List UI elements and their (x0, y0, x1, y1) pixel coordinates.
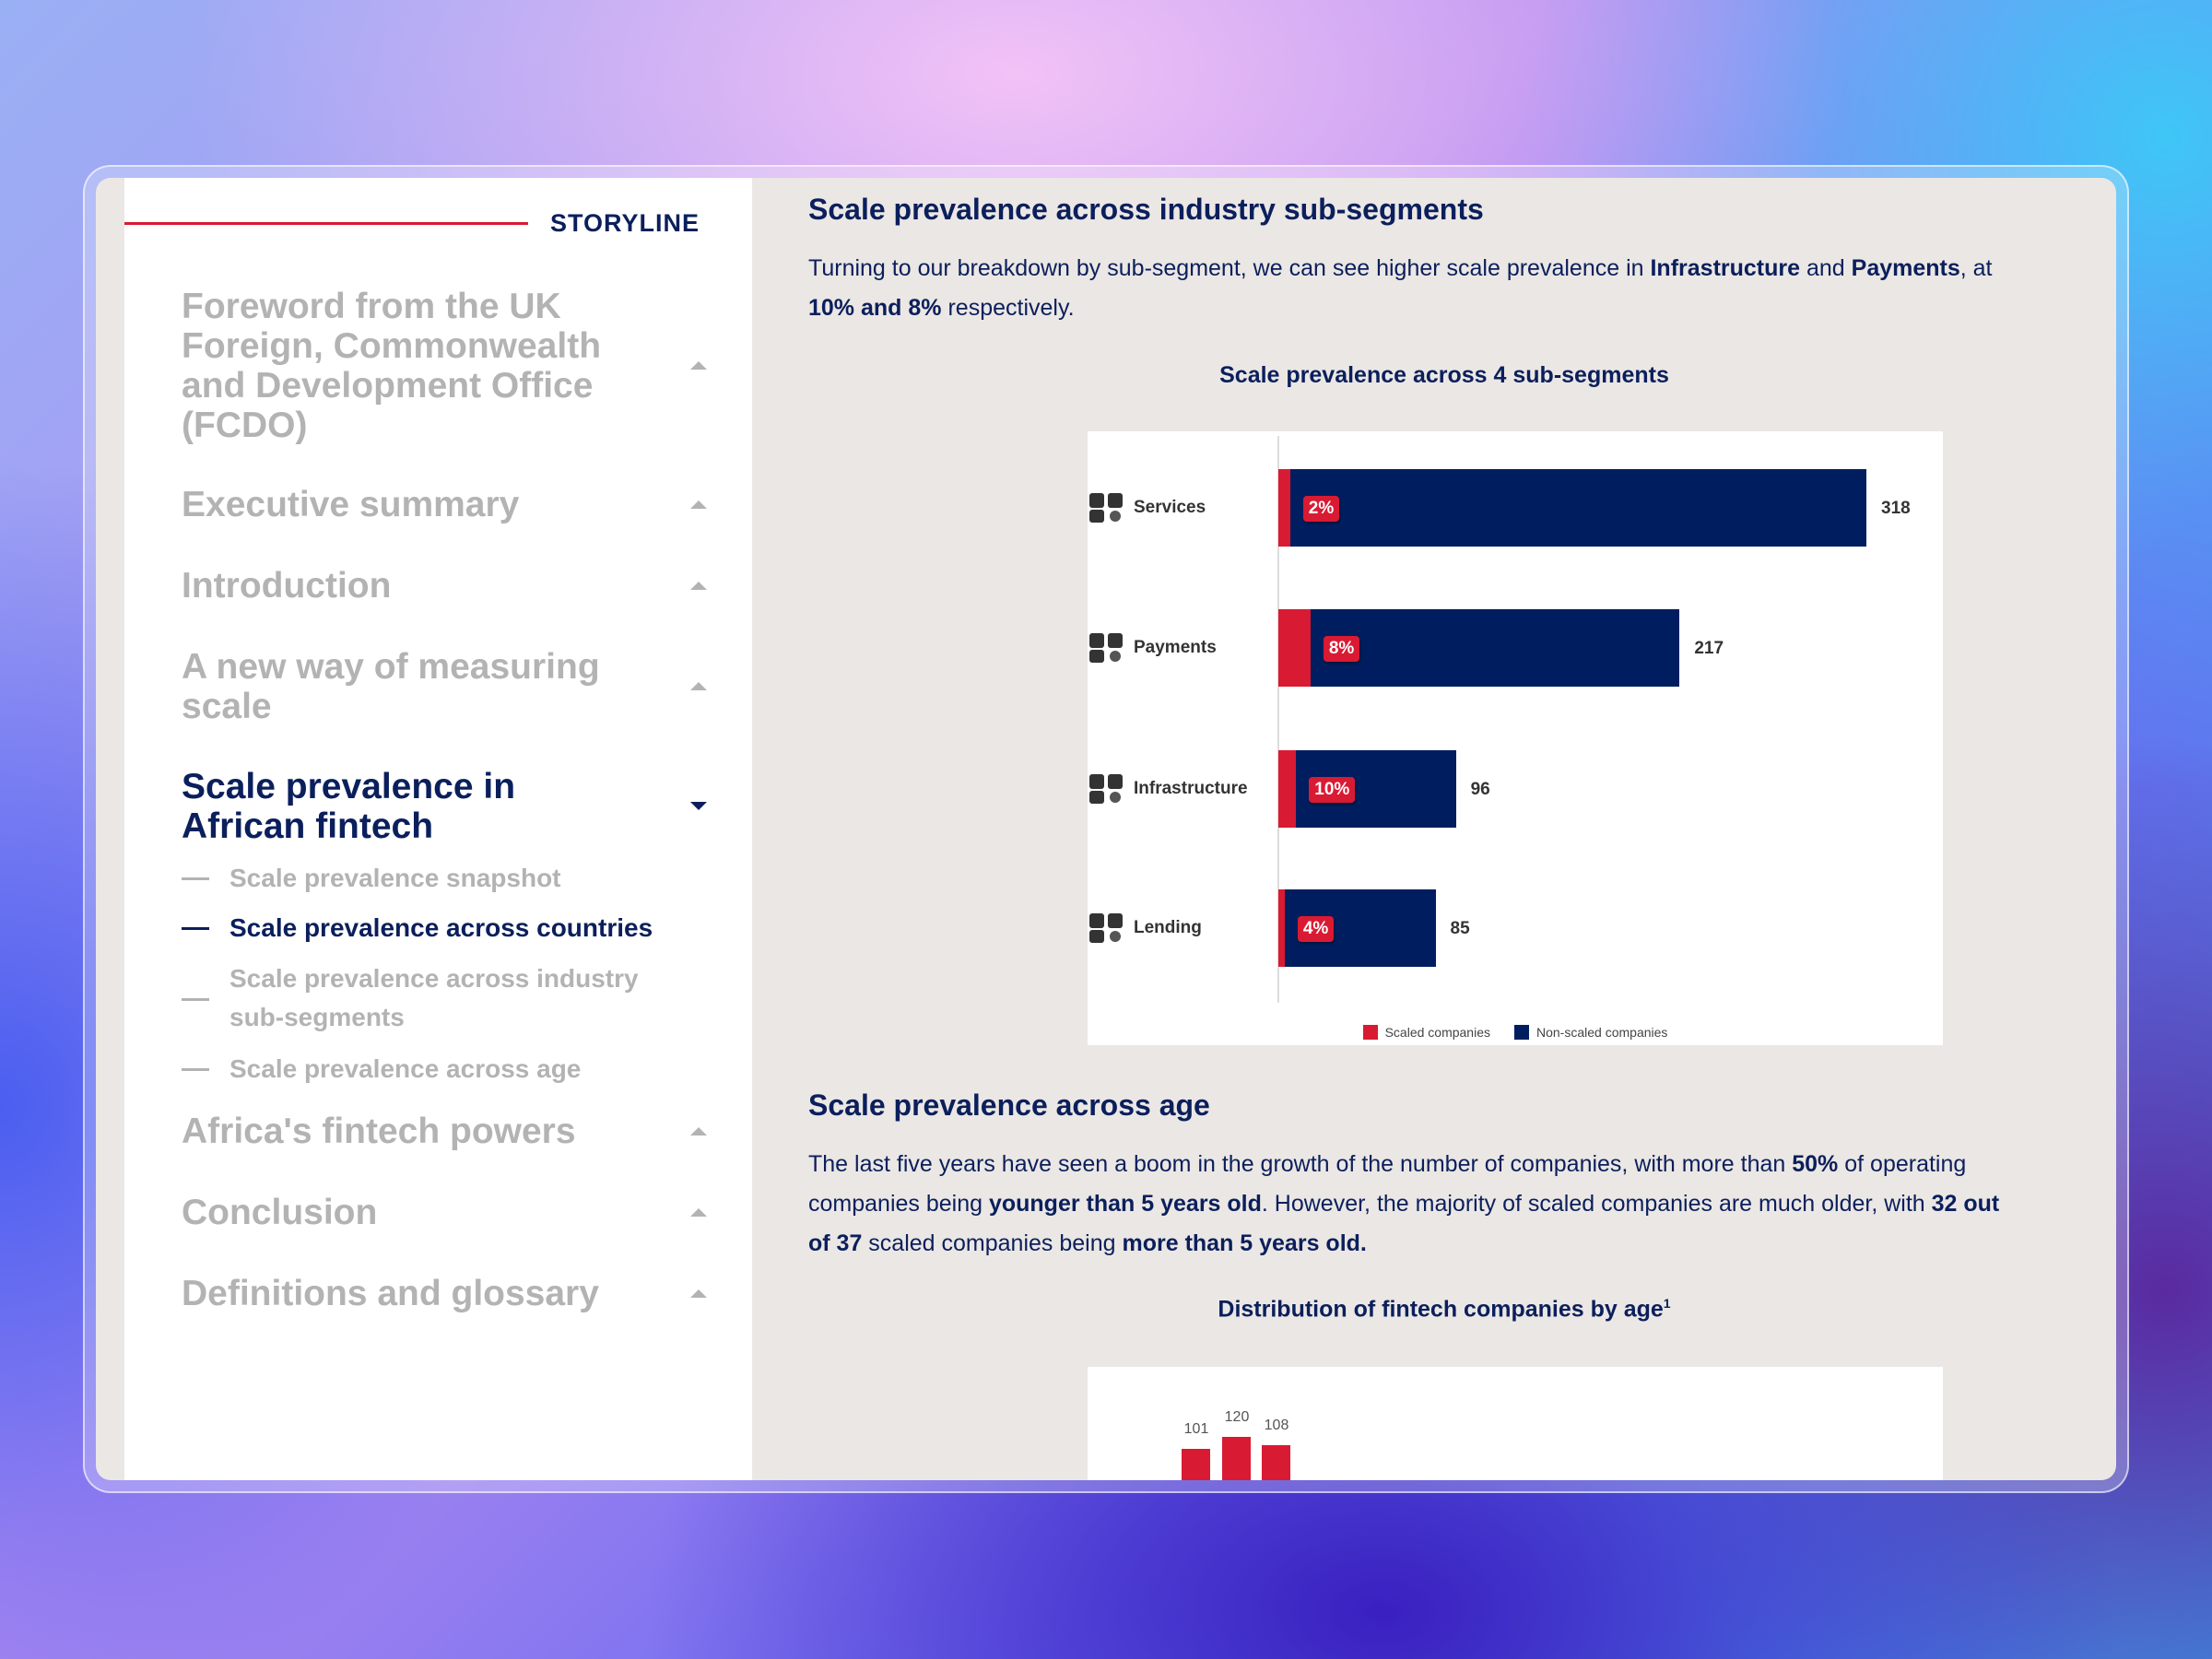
nav-label: Africa's fintech powers (182, 1112, 576, 1151)
chevron-up-icon[interactable] (690, 581, 707, 590)
nav-label: Foreword from the UK Foreign, Commonweal… (182, 287, 602, 445)
storyline-sidebar: STORYLINE Foreword from the UK Foreign, … (124, 178, 752, 1480)
nav-executive-summary[interactable]: Executive summary (182, 485, 707, 524)
text: , at (1959, 255, 1993, 281)
bar-non-scaled (1289, 469, 1866, 547)
pct-label: 4% (1297, 916, 1335, 942)
nav-introduction[interactable]: Introduction (182, 566, 707, 606)
section-paragraph: Turning to our breakdown by sub-segment,… (808, 249, 2025, 328)
subnav-industry-sub-segments[interactable]: Scale prevalence across industry sub-seg… (182, 959, 698, 1037)
section-paragraph: The last five years have seen a boom in … (808, 1145, 2025, 1264)
text: more than 5 years old. (1122, 1230, 1367, 1256)
nav-fintech-powers[interactable]: Africa's fintech powers (182, 1112, 707, 1151)
nav-label: A new way of measuring scale (182, 647, 600, 726)
category-label: Infrastructure (1134, 779, 1248, 798)
chevron-up-icon[interactable] (690, 1288, 707, 1298)
category-label: Payments (1134, 638, 1217, 657)
nav-label: Introduction (182, 566, 392, 606)
pct-label: 8% (1323, 636, 1360, 662)
chevron-up-icon[interactable] (690, 361, 707, 370)
chevron-down-icon[interactable] (690, 802, 707, 810)
bar-scaled (1278, 750, 1297, 828)
text: Infrastructure (1650, 255, 1801, 281)
age-bar (1262, 1444, 1290, 1480)
y-axis (1277, 436, 1279, 1003)
chevron-up-icon[interactable] (690, 1207, 707, 1217)
chart-title-text: Distribution of fintech companies by age (1218, 1296, 1664, 1323)
subnav-label: Scale prevalence across age (229, 1054, 582, 1083)
nav-conclusion[interactable]: Conclusion (182, 1193, 707, 1232)
text: 10% and 8% (808, 295, 942, 321)
text: of operating companies being (808, 1151, 1967, 1217)
text: respectively. (941, 295, 1075, 321)
category-label: Services (1134, 498, 1206, 517)
chart-legend: Scaled companies Non-scaled companies (1088, 1025, 1943, 1040)
nav-measuring-scale[interactable]: A new way of measuring scale (182, 647, 707, 726)
section-heading: Scale prevalence across industry sub-seg… (808, 193, 1484, 226)
category-label: Lending (1134, 918, 1202, 937)
text: 50% (1792, 1151, 1839, 1177)
legend-scaled: Scaled companies (1362, 1025, 1490, 1040)
storyline-header: STORYLINE (124, 209, 724, 238)
nav-label: Conclusion (182, 1193, 378, 1232)
text: scaled companies being (862, 1230, 1123, 1256)
age-distribution-chart: 101 120 108 (1088, 1367, 1943, 1480)
subnav-label: Scale prevalence across countries (229, 913, 653, 942)
total-label: 318 (1881, 499, 1911, 518)
text: . However, the majority of scaled compan… (1261, 1191, 1932, 1217)
dash-icon (182, 1068, 209, 1071)
text: younger than 5 years old (988, 1191, 1262, 1217)
subnav-countries[interactable]: Scale prevalence across countries (182, 909, 653, 947)
age-bar-label: 108 (1264, 1417, 1289, 1433)
nav-label: Definitions and glossary (182, 1274, 599, 1313)
subnav-label: Scale prevalence snapshot (229, 864, 561, 892)
text: and (1800, 255, 1852, 281)
text: Turning to our breakdown by sub-segment,… (808, 255, 1651, 281)
age-bar-label: 101 (1183, 1421, 1209, 1438)
bar-non-scaled (1310, 609, 1680, 687)
subnav-label: Scale prevalence across industry sub-seg… (229, 964, 639, 1031)
bar-scaled (1278, 609, 1311, 687)
section-heading: Scale prevalence across age (808, 1088, 1210, 1122)
dash-icon (182, 998, 209, 1001)
dash-icon (182, 927, 209, 930)
text: Payments (1851, 255, 1960, 281)
storyline-title: STORYLINE (550, 209, 700, 237)
age-bar-label: 120 (1224, 1409, 1250, 1426)
chart-title: Distribution of fintech companies by age… (808, 1296, 2080, 1323)
nav-foreword[interactable]: Foreword from the UK Foreign, Commonweal… (182, 287, 707, 445)
total-label: 85 (1450, 919, 1470, 938)
chevron-up-icon[interactable] (690, 500, 707, 509)
chevron-up-icon[interactable] (690, 682, 707, 690)
page: STORYLINE Foreword from the UK Foreign, … (96, 178, 2116, 1480)
text: The last five years have seen a boom in … (808, 1151, 1793, 1177)
subnav-snapshot[interactable]: Scale prevalence snapshot (182, 859, 561, 898)
pct-label: 10% (1309, 777, 1356, 803)
nav-definitions[interactable]: Definitions and glossary (182, 1274, 707, 1313)
nav-scale-prevalence[interactable]: Scale prevalence in African fintech (182, 767, 707, 846)
total-label: 96 (1470, 780, 1490, 799)
age-bar (1222, 1437, 1251, 1480)
age-bar (1182, 1449, 1210, 1480)
text: 32 out of 37 (808, 1191, 2000, 1256)
sub-segment-chart: Scaled companies Non-scaled companies Ser… (1088, 431, 1943, 1045)
subnav-age[interactable]: Scale prevalence across age (182, 1050, 581, 1088)
lending-icon (1088, 910, 1124, 947)
nav-label: Scale prevalence in African fintech (182, 767, 516, 846)
dash-icon (182, 877, 209, 880)
footnote-marker: 1 (1663, 1296, 1671, 1311)
services-icon (1088, 489, 1124, 526)
divider (124, 222, 528, 225)
total-label: 217 (1694, 639, 1724, 658)
payments-icon (1088, 629, 1124, 666)
bar-scaled (1278, 469, 1290, 547)
nav-label: Executive summary (182, 485, 520, 524)
infrastructure-icon (1088, 771, 1124, 807)
chevron-up-icon[interactable] (690, 1126, 707, 1135)
legend-non-scaled: Non-scaled companies (1514, 1025, 1667, 1040)
pct-label: 2% (1302, 496, 1340, 522)
chart-title: Scale prevalence across 4 sub-segments (1219, 362, 1669, 388)
bar-scaled (1278, 889, 1285, 967)
